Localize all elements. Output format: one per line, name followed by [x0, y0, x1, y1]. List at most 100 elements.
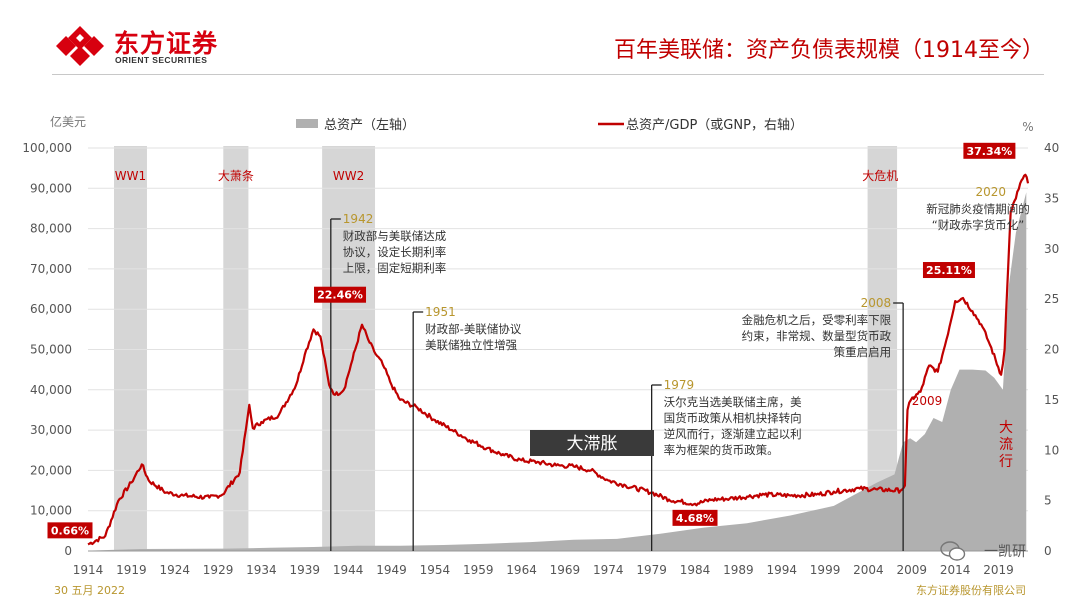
event-text: 逆风而行，逐渐建立起以利 — [664, 427, 802, 441]
value-label-box — [922, 262, 975, 279]
watermark: 一凯研 — [940, 540, 1068, 562]
value-label-text: 0.66% — [51, 524, 89, 537]
event-callout: 1979 沃尔克当选美联储主席，美国货币政策从相机抉择转向逆风而行，逐渐建立起以利… — [651, 378, 802, 551]
x-tick: 1979 — [636, 563, 667, 577]
shaded-period — [322, 146, 376, 551]
y-right-tick: 0 — [1044, 544, 1052, 558]
x-tick: 1999 — [810, 563, 841, 577]
value-label: 37.34% — [963, 142, 1016, 159]
watermark-text: 一凯研 — [984, 544, 1026, 560]
x-tick: 1994 — [766, 563, 797, 577]
event-text: 财政部与美联储达成 — [343, 229, 447, 243]
value-label: 4.68% — [672, 509, 718, 526]
y-left-unit: 亿美元 — [50, 114, 86, 129]
x-tick: 1989 — [723, 563, 754, 577]
y-left-tick: 10,000 — [30, 504, 72, 518]
x-tick: 1919 — [116, 563, 147, 577]
y-right-tick: 10 — [1044, 443, 1059, 457]
value-label-box — [672, 509, 718, 526]
y-left-tick: 60,000 — [30, 302, 72, 316]
y-right-unit: % — [1022, 120, 1033, 134]
y-left-tick: 0 — [64, 544, 72, 558]
x-tick: 1929 — [203, 563, 234, 577]
period-label: 大危机 — [862, 169, 898, 183]
y-right-tick: 20 — [1044, 343, 1059, 357]
shaded-period — [223, 146, 249, 551]
y-right-tick: 30 — [1044, 242, 1059, 256]
event-text: 上限，固定短期利率 — [343, 261, 447, 275]
y-left-tick: 80,000 — [30, 222, 72, 236]
y-left-tick: 90,000 — [30, 181, 72, 195]
y-left-tick: 100,000 — [22, 141, 72, 155]
x-tick: 1969 — [550, 563, 581, 577]
x-tick: 1954 — [420, 563, 451, 577]
event-text: 约束，非常规、数量型货币政 — [742, 329, 892, 343]
event-text: 协议，设定长期利率 — [343, 245, 447, 259]
x-tick: 1984 — [680, 563, 711, 577]
x-tick: 2009 — [897, 563, 928, 577]
event-text: 新冠肺炎疫情期间的 — [926, 202, 1030, 216]
y-left-tick: 50,000 — [30, 343, 72, 357]
period-label: WW2 — [333, 169, 364, 183]
wechat-icon — [940, 541, 966, 561]
x-tick: 1949 — [376, 563, 407, 577]
value-label-text: 25.11% — [926, 264, 972, 277]
y-left-tick: 20,000 — [30, 463, 72, 477]
stagflation-box — [530, 430, 654, 456]
x-tick: 1964 — [506, 563, 537, 577]
event-text: 国货币政策从相机抉择转向 — [664, 411, 802, 425]
stagflation-label: 大滞胀 — [530, 430, 654, 456]
event-text: 沃尔克当选美联储主席，美 — [664, 395, 802, 409]
event-callout: 2020 新冠肺炎疫情期间的 “财政赤字货币化” — [926, 185, 1030, 232]
event-year: 1942 — [343, 212, 374, 226]
y-right-tick: 5 — [1044, 494, 1052, 508]
value-label-box — [314, 286, 367, 303]
pandemic-label: 大流行 — [999, 420, 1013, 470]
x-tick: 1924 — [159, 563, 190, 577]
event-year: 2020 — [975, 185, 1006, 199]
y-left-tick: 40,000 — [30, 383, 72, 397]
event-year: 1951 — [425, 305, 456, 319]
value-label: 0.66% — [47, 522, 93, 539]
company-logo: 东方证券 ORIENT SECURITIES — [52, 24, 252, 68]
value-label-box — [963, 142, 1016, 159]
y-right-tick: 40 — [1044, 141, 1059, 155]
legend-assets-label: 总资产（左轴） — [324, 118, 415, 133]
legend-ratio-label: 总资产/GDP（或GNP，右轴） — [626, 118, 803, 133]
event-year: 1979 — [664, 378, 695, 392]
stagflation-text: 大滞胀 — [567, 434, 618, 454]
event-text: 策重启启用 — [834, 345, 892, 359]
event-year: 2008 — [861, 296, 892, 310]
event-text: 金融危机之后，受零利率下限 — [742, 313, 892, 327]
y-right-tick: 35 — [1044, 191, 1059, 205]
y-left-tick: 70,000 — [30, 262, 72, 276]
x-tick: 1944 — [333, 563, 364, 577]
pandemic-char: 大 — [999, 420, 1013, 436]
x-tick: 1914 — [73, 563, 104, 577]
gfc-year-label: 2009 — [912, 394, 943, 408]
footer-source: 东方证券股份有限公司 — [916, 584, 1026, 597]
event-text: 率为框架的货币政策。 — [664, 443, 779, 457]
header-divider — [52, 74, 1044, 75]
slide-title: 百年美联储：资产负债表规模（1914至今） — [614, 38, 1044, 63]
event-text: “财政赤字货币化” — [932, 218, 1024, 232]
diamond-logo-icon — [56, 26, 104, 66]
period-label: 大萧条 — [218, 169, 254, 183]
logo-chinese-name: 东方证券 — [114, 29, 219, 58]
value-label-box — [47, 522, 93, 539]
shaded-period — [114, 146, 147, 551]
value-label-text: 37.34% — [966, 145, 1012, 158]
value-label: 25.11% — [922, 262, 975, 279]
logo-english-name: ORIENT SECURITIES — [115, 55, 208, 65]
y-left-tick: 30,000 — [30, 423, 72, 437]
pandemic-char: 流 — [999, 437, 1013, 453]
ratio-line — [87, 173, 1030, 546]
value-label-text: 4.68% — [676, 512, 714, 525]
y-right-tick: 15 — [1044, 393, 1059, 407]
x-tick: 2019 — [983, 563, 1014, 577]
assets-area — [88, 192, 1027, 552]
